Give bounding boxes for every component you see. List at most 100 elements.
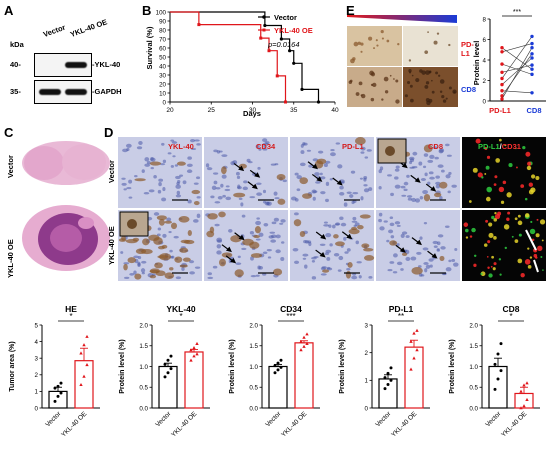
stain-spot	[423, 193, 431, 202]
fluor-cell	[493, 218, 497, 222]
nucleus	[439, 195, 443, 201]
ihc-image-grid	[118, 137, 546, 281]
nucleus	[447, 190, 451, 194]
data-point-oe	[409, 339, 413, 343]
nucleus	[181, 266, 185, 271]
ihc-grid-panel: Vector YKL-40 OE YKL-40 CD34 PD-L1 CD8 P…	[104, 137, 550, 287]
data-point-oe	[192, 346, 196, 350]
nucleus	[167, 152, 172, 155]
nucleus	[419, 236, 423, 240]
ihc-cell	[441, 94, 445, 99]
nucleus	[434, 156, 439, 160]
nucleus	[221, 154, 228, 157]
data-point-oe	[522, 383, 526, 387]
paired-y-tick-label: 0	[483, 98, 487, 105]
ihc-cell	[435, 71, 439, 75]
ihc-cell	[384, 90, 389, 94]
nucleus	[311, 260, 316, 263]
nucleus	[346, 248, 351, 252]
nucleus	[193, 182, 199, 185]
nucleus	[279, 222, 284, 225]
data-point-vector	[389, 366, 393, 370]
nucleus	[319, 172, 323, 176]
fluor-cell	[491, 255, 494, 259]
paired-y-tick-label: 4	[483, 57, 487, 64]
arrow-head	[251, 183, 258, 190]
fluor-cell	[528, 189, 534, 195]
ihc-cell	[404, 94, 408, 98]
nucleus	[423, 221, 428, 225]
nucleus	[393, 253, 398, 258]
fluor-cell	[494, 213, 501, 220]
stain-spot	[273, 268, 283, 276]
nucleus	[417, 265, 422, 268]
fluor-cell	[529, 228, 536, 235]
fluor-cell	[527, 161, 532, 166]
nucleus	[320, 176, 326, 180]
data-point-oe	[409, 367, 413, 371]
nucleus	[126, 187, 132, 190]
paired-line	[501, 53, 533, 97]
bar-y-tick-label: 1.5	[469, 343, 478, 350]
nucleus	[121, 177, 126, 180]
nucleus	[315, 181, 321, 184]
paired-point-cd8	[530, 67, 534, 71]
nucleus	[124, 276, 130, 279]
nucleus	[262, 148, 268, 151]
arrow-head	[319, 252, 326, 258]
stain-spot	[170, 222, 178, 230]
nucleus	[294, 212, 299, 216]
fluor-cell	[486, 186, 492, 193]
ihc-cell	[383, 76, 389, 82]
fluor-cell	[506, 217, 510, 221]
nucleus	[406, 174, 410, 178]
fluor-cell	[524, 197, 528, 201]
bar-y-tick-label: 1.5	[139, 343, 148, 350]
bar-x-tick-label: YKL-40 OE	[60, 410, 89, 439]
data-point-oe	[415, 328, 419, 332]
nucleus	[271, 221, 277, 225]
data-point-vector	[389, 378, 393, 382]
fluor-label-pdl1: PD-L1	[478, 142, 500, 151]
fluor-cell	[540, 255, 543, 258]
ihc-cell	[393, 78, 395, 80]
nucleus	[352, 216, 357, 221]
paired-significance: ***	[513, 9, 521, 16]
nucleus	[242, 186, 248, 191]
nucleus	[255, 274, 260, 277]
paired-point-cd8	[530, 34, 534, 39]
paired-y-tick-label: 2	[483, 78, 487, 85]
fluor-cell	[530, 220, 533, 224]
fluor-cell	[506, 192, 512, 198]
nucleus	[394, 184, 401, 189]
nucleus	[435, 175, 440, 179]
nucleus	[162, 233, 167, 238]
survival-y-tick-label: 60	[159, 45, 166, 52]
nucleus	[406, 195, 413, 198]
data-point-oe	[412, 356, 416, 360]
ihc-cell	[386, 39, 390, 43]
nucleus	[326, 266, 331, 270]
nucleus	[325, 160, 331, 164]
data-point-oe	[305, 341, 309, 345]
ihc-tile-bg	[204, 137, 288, 208]
nucleus	[416, 251, 422, 255]
fluor-cell	[536, 218, 539, 221]
nucleus	[329, 243, 333, 247]
stain-spot	[164, 220, 172, 224]
stain-spot	[125, 239, 138, 244]
ihc-tile	[204, 210, 288, 281]
survival-y-tick-label: 100	[156, 9, 167, 16]
nucleus	[330, 152, 336, 157]
fluor-cell	[528, 182, 533, 187]
fluor-cell	[493, 236, 497, 240]
data-point-oe	[85, 334, 89, 338]
nucleus	[363, 184, 368, 187]
stain-spot	[221, 166, 227, 175]
nucleus	[138, 140, 143, 145]
ihc-cell	[408, 69, 412, 73]
ihc-tile	[462, 210, 546, 281]
data-point-oe	[305, 332, 309, 336]
ihc-cell	[397, 42, 400, 46]
ihc-cell	[357, 41, 361, 45]
